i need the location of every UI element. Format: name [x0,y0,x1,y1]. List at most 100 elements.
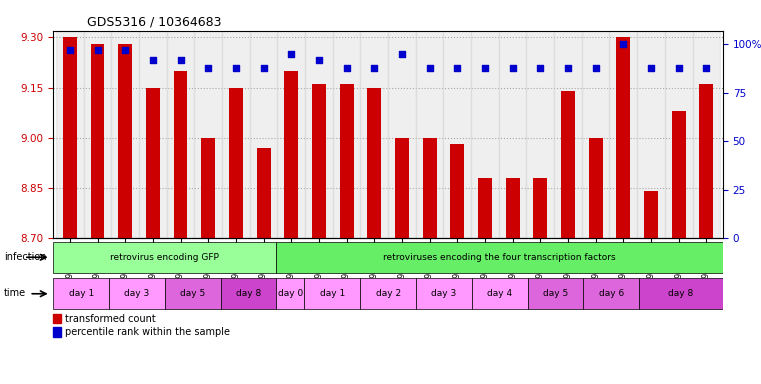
Bar [174,71,187,238]
Bar [333,31,361,238]
Bar [118,44,132,238]
Point [617,41,629,47]
Bar [582,31,610,238]
Text: day 8: day 8 [236,289,261,298]
Bar [616,37,630,238]
FancyBboxPatch shape [276,278,304,310]
FancyBboxPatch shape [165,278,221,310]
Text: day 1: day 1 [320,289,345,298]
Text: day 0: day 0 [278,289,303,298]
Bar [672,111,686,238]
Text: day 3: day 3 [124,289,150,298]
Text: day 6: day 6 [599,289,624,298]
Point [507,65,519,71]
Point [700,65,712,71]
Point [174,57,186,63]
Bar [91,44,104,238]
Point [562,65,574,71]
Point [147,57,159,63]
FancyBboxPatch shape [276,242,723,273]
FancyBboxPatch shape [221,278,276,310]
Text: day 5: day 5 [543,289,568,298]
Bar [278,31,305,238]
Text: infection: infection [4,252,46,262]
Point [202,65,215,71]
FancyBboxPatch shape [472,278,527,310]
Point [285,51,298,57]
Bar [699,84,713,238]
Point [257,65,269,71]
Bar [202,138,215,238]
Text: day 5: day 5 [180,289,205,298]
Bar [229,88,243,238]
Bar [610,31,637,238]
Bar [167,31,194,238]
Point [119,47,132,53]
FancyBboxPatch shape [416,278,472,310]
Bar [53,327,62,336]
Bar [478,178,492,238]
Point [313,57,325,63]
Text: retroviruses encoding the four transcription factors: retroviruses encoding the four transcrip… [384,253,616,262]
FancyBboxPatch shape [304,278,360,310]
Bar [693,31,720,238]
Point [340,65,352,71]
Bar [84,31,111,238]
Point [479,65,491,71]
Text: retrovirus encoding GFP: retrovirus encoding GFP [110,253,219,262]
Bar [194,31,222,238]
Bar [305,31,333,238]
Bar [561,91,575,238]
Bar [256,148,270,238]
Bar [250,31,278,238]
Bar [416,31,444,238]
Point [396,51,408,57]
Bar [139,31,167,238]
Bar [665,31,693,238]
Point [451,65,463,71]
Bar [388,31,416,238]
Text: day 4: day 4 [487,289,512,298]
Bar [146,88,160,238]
Point [91,47,103,53]
Point [534,65,546,71]
Bar [644,191,658,238]
Point [368,65,380,71]
FancyBboxPatch shape [109,278,165,310]
Bar [506,178,520,238]
Bar [554,31,582,238]
Bar [56,31,84,238]
FancyBboxPatch shape [53,242,276,273]
Point [64,47,76,53]
Bar [451,144,464,238]
FancyBboxPatch shape [639,278,723,310]
Bar [471,31,498,238]
Bar [285,71,298,238]
Bar [498,31,527,238]
Text: day 8: day 8 [668,289,694,298]
Bar [368,88,381,238]
FancyBboxPatch shape [360,278,416,310]
Bar [63,37,77,238]
Point [673,65,685,71]
Point [424,65,436,71]
Point [590,65,602,71]
FancyBboxPatch shape [527,278,584,310]
Point [645,65,657,71]
Text: day 1: day 1 [68,289,94,298]
FancyBboxPatch shape [53,278,109,310]
Text: time: time [4,288,26,298]
Bar [53,314,62,323]
Bar [339,84,354,238]
Bar [222,31,250,238]
Point [230,65,242,71]
Bar [589,138,603,238]
Bar [422,138,437,238]
FancyBboxPatch shape [584,278,639,310]
Text: day 3: day 3 [431,289,457,298]
Bar [637,31,665,238]
Text: percentile rank within the sample: percentile rank within the sample [65,327,231,337]
Text: transformed count: transformed count [65,314,156,324]
Bar [395,138,409,238]
Bar [527,31,554,238]
